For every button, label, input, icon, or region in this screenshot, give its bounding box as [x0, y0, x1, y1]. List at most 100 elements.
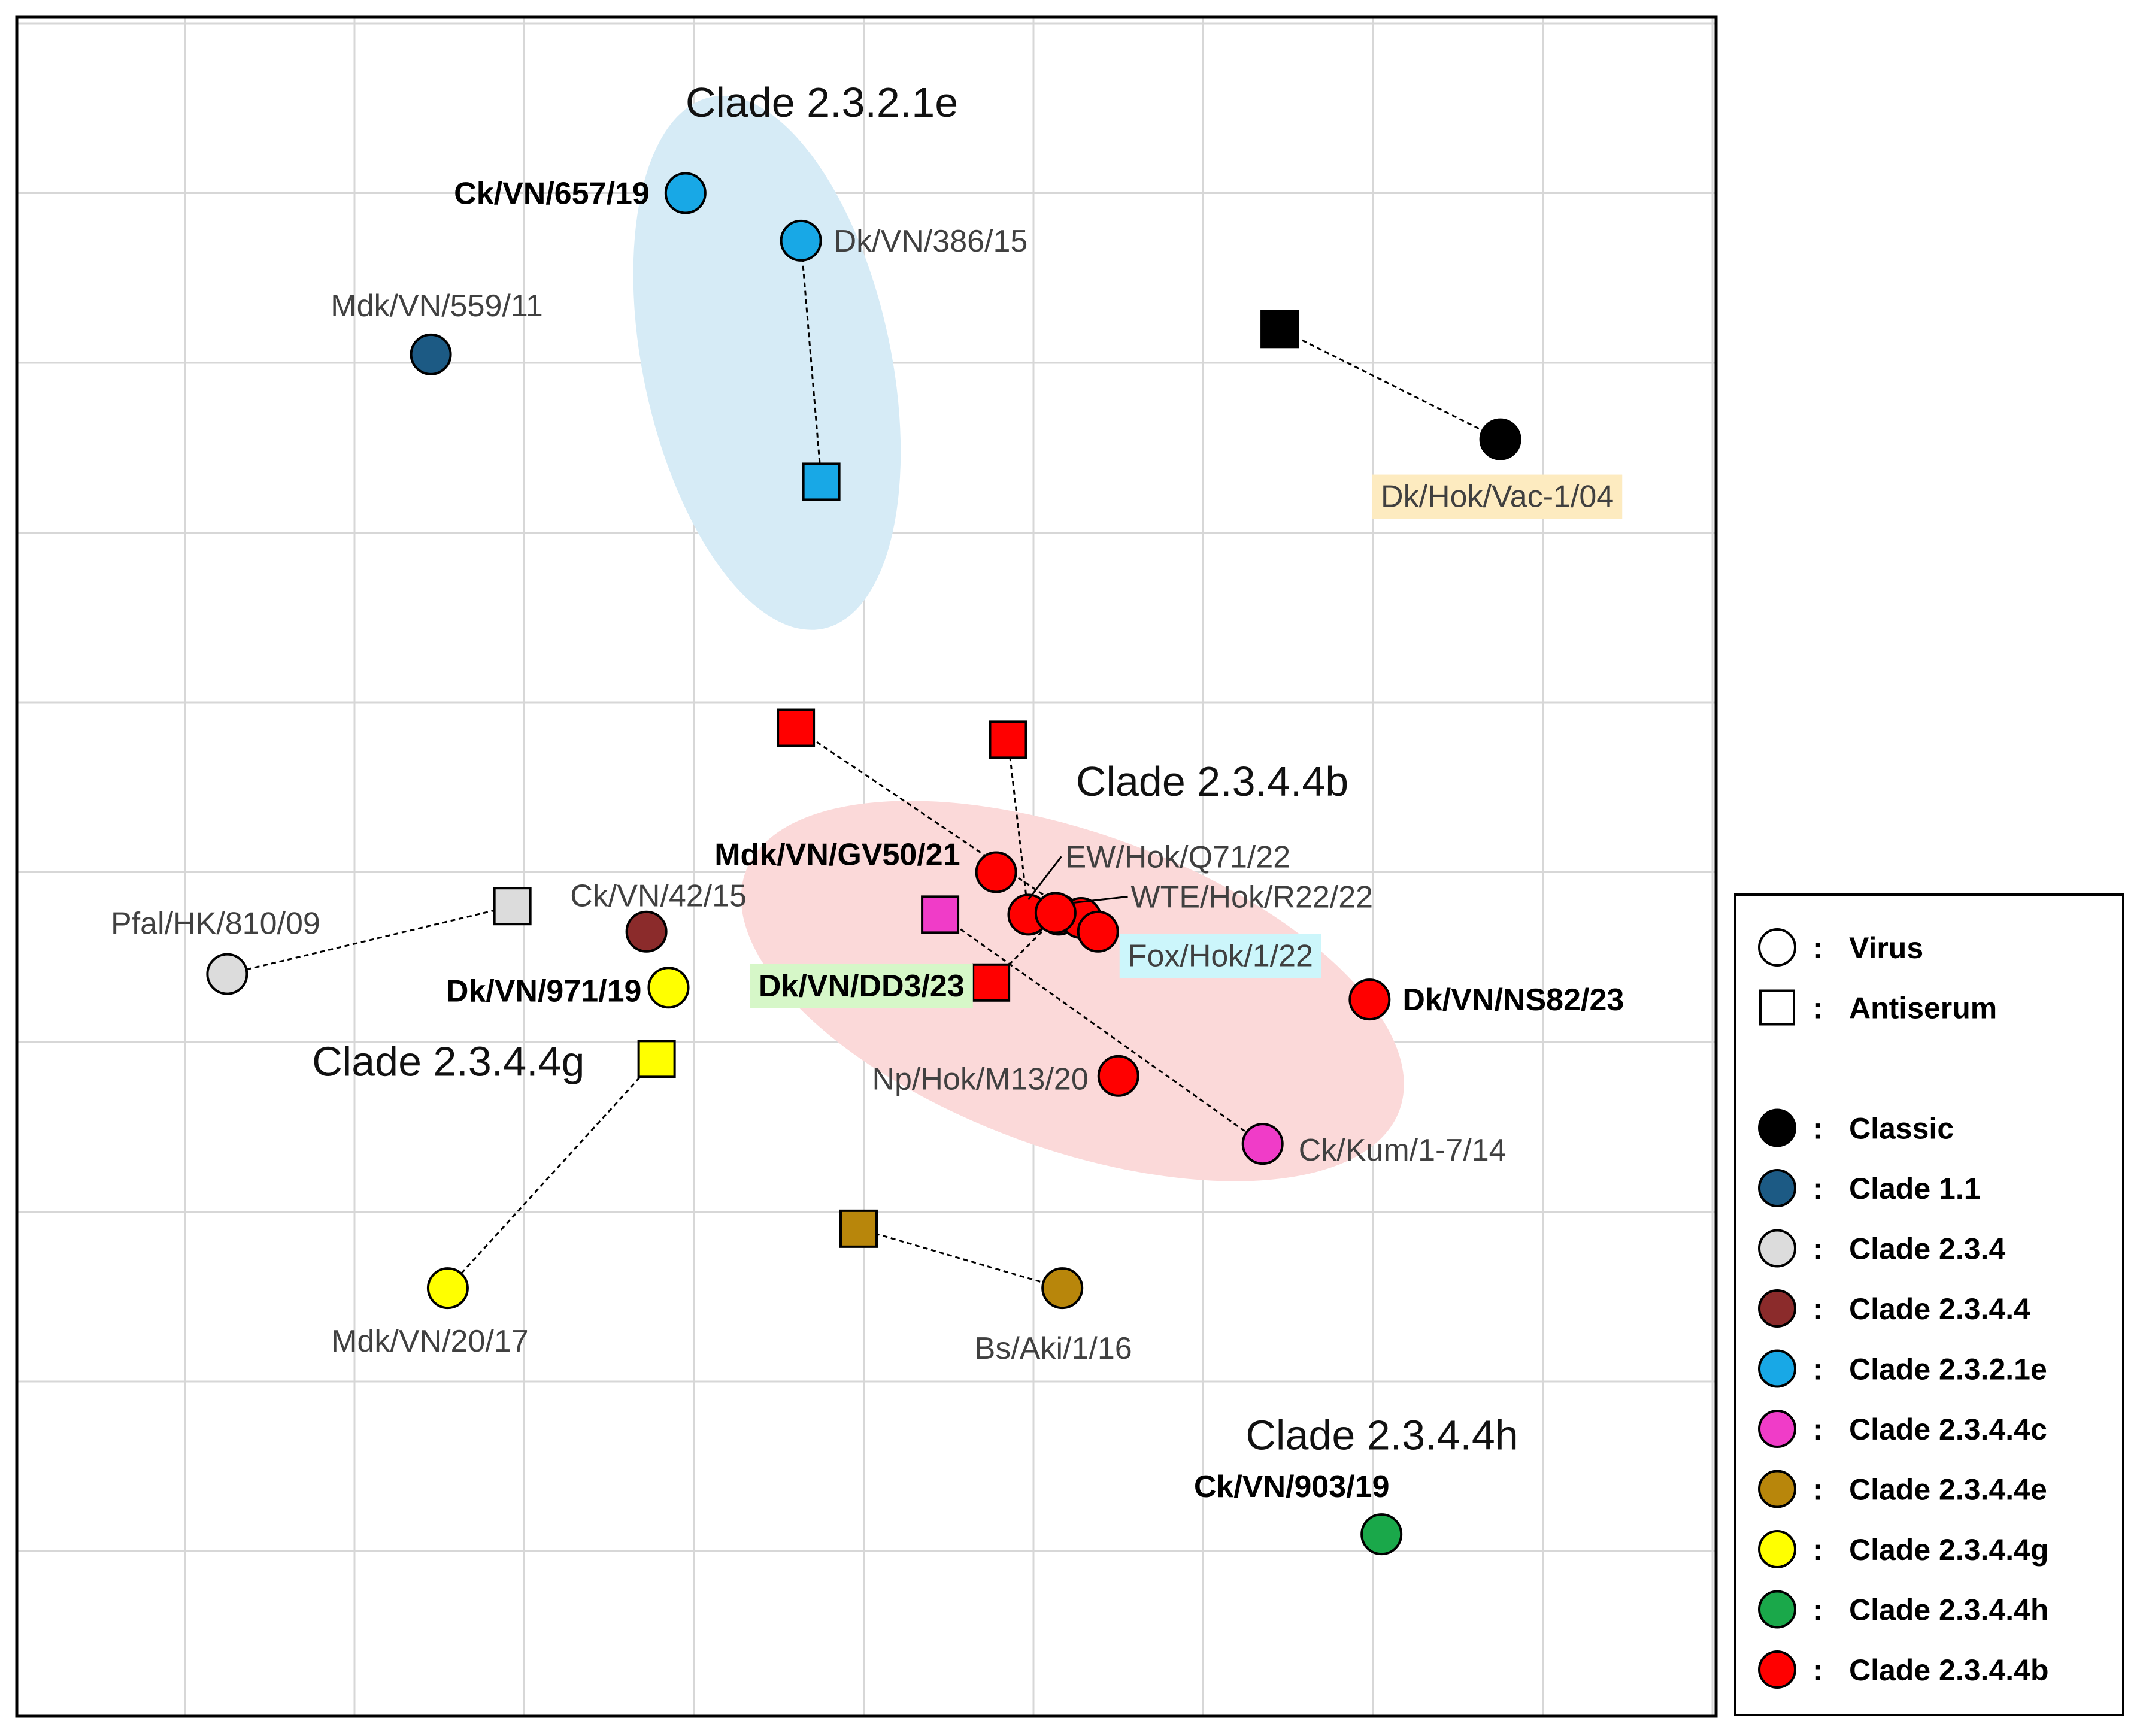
virus-point[interactable] [975, 851, 1017, 893]
point-label: Ck/Kum/1-7/14 [1299, 1133, 1507, 1168]
antiserum-link [1007, 740, 1029, 915]
legend-clade-symbol [1758, 1349, 1796, 1388]
virus-point[interactable] [1348, 978, 1391, 1021]
legend-antiserum-symbol [1759, 989, 1795, 1026]
clade-title: Clade 2.3.4.4h [1245, 1411, 1518, 1458]
legend-separator: : [1813, 1353, 1823, 1386]
point-label: Dk/Hok/Vac-1/04 [1381, 480, 1614, 514]
antiserum-point[interactable] [839, 1209, 878, 1248]
antiserum-point[interactable] [802, 462, 841, 501]
legend-clade-symbol [1758, 1169, 1796, 1207]
point-label: Np/Hok/M13/20 [872, 1062, 1088, 1097]
virus-point[interactable] [206, 953, 248, 995]
legend-clade-symbol [1758, 1229, 1796, 1268]
legend-separator: : [1813, 1653, 1823, 1687]
virus-point[interactable] [1479, 418, 1521, 460]
label-highlight [1372, 474, 1623, 519]
point-label: EW/Hok/Q71/22 [1065, 840, 1290, 874]
point-labels: Ck/VN/657/19 Dk/VN/386/15 Mdk/VN/559/11 Dk/… [111, 177, 1624, 1505]
legend-clade-symbol [1758, 1590, 1796, 1629]
legend-separator: : [1813, 1292, 1823, 1326]
plot-frame [15, 15, 1718, 1718]
legend-label: Clade 2.3.4.4c [1849, 1413, 2047, 1446]
clade-title: Clade 2.3.2.1e [686, 79, 958, 126]
point-label: Ck/VN/657/19 [454, 177, 650, 211]
point-label: Dk/VN/DD3/23 [759, 969, 965, 1004]
antiserum-link [1279, 328, 1501, 440]
point-label: Mdk/VN/20/17 [331, 1324, 529, 1359]
point-label: Dk/VN/386/15 [834, 224, 1028, 259]
antiserum-point[interactable] [989, 720, 1027, 759]
antiserum-link [447, 1058, 657, 1289]
legend-clade-symbol [1758, 1289, 1796, 1328]
point-label: WTE/Hok/R22/22 [1131, 880, 1374, 914]
legend-clade-symbol [1758, 1530, 1796, 1568]
legend-label: Virus [1849, 931, 1923, 965]
legend-clade-symbol [1758, 1650, 1796, 1689]
point-label: Ck/VN/42/15 [570, 879, 747, 914]
clade-titles: Clade 2.3.2.1e Clade 2.3.4.4b Clade 2.3.4.… [312, 79, 1518, 1458]
antiserum-link [800, 240, 823, 482]
virus-point[interactable] [1097, 1055, 1139, 1097]
point-label: Mdk/VN/559/11 [331, 289, 543, 323]
legend-label: Clade 2.3.4.4e [1849, 1473, 2047, 1507]
legend-separator: : [1813, 992, 1823, 1025]
virus-point[interactable] [426, 1267, 469, 1310]
legend-clade-symbol [1758, 1470, 1796, 1508]
virus-point[interactable] [664, 172, 707, 214]
antiserum-point[interactable] [972, 963, 1011, 1002]
antiserum-point[interactable] [1260, 310, 1299, 349]
virus-point[interactable] [647, 967, 690, 1009]
point-label: Mdk/VN/GV50/21 [714, 838, 960, 872]
point-label: Dk/VN/971/19 [446, 974, 642, 1008]
leader-line [1027, 856, 1062, 901]
label-highlight [1119, 934, 1321, 978]
antiserum-point[interactable] [493, 887, 532, 926]
data-points [206, 172, 1521, 1556]
antiserum-link [858, 1228, 1063, 1289]
antiserum-link [939, 914, 1263, 1145]
legend-separator: : [1813, 931, 1823, 965]
antiserum-point[interactable] [921, 895, 960, 934]
virus-point[interactable] [410, 333, 452, 375]
legend-label: Clade 2.3.4 [1849, 1232, 2005, 1266]
clade-title: Clade 2.3.4.4g [312, 1038, 584, 1085]
virus-point[interactable] [1241, 1123, 1284, 1165]
legend-box [1734, 893, 2124, 1716]
legend-separator: : [1813, 1473, 1823, 1507]
leader-line [1074, 895, 1128, 904]
virus-point[interactable] [1360, 1513, 1403, 1556]
cluster-ellipse [633, 96, 901, 630]
point-label: Bs/Aki/1/16 [975, 1331, 1132, 1366]
virus-point[interactable] [625, 910, 668, 953]
virus-point[interactable] [1041, 1267, 1084, 1310]
label-highlight [750, 964, 973, 1008]
legend-clade-symbol [1758, 1410, 1796, 1448]
antiserum-point[interactable] [637, 1040, 676, 1078]
legend-separator: : [1813, 1593, 1823, 1627]
antiserum-point[interactable] [777, 708, 816, 747]
virus-point[interactable] [1077, 910, 1119, 953]
legend-virus-symbol [1758, 928, 1796, 967]
point-label: Dk/VN/NS82/23 [1402, 983, 1624, 1017]
leader-lines [1027, 856, 1128, 904]
legend-separator: : [1813, 1172, 1823, 1205]
legend-label: Clade 1.1 [1849, 1172, 1981, 1205]
virus-point[interactable] [1034, 892, 1077, 934]
legend-label: Clade 2.3.4.4b [1849, 1653, 2049, 1687]
cluster-ellipse [741, 801, 1404, 1181]
legend-label: Antiserum [1849, 992, 1997, 1025]
legend-separator: : [1813, 1533, 1823, 1567]
virus-point[interactable] [780, 219, 822, 262]
clade-title: Clade 2.3.4.4b [1076, 758, 1348, 805]
legend-label: Clade 2.3.2.1e [1849, 1353, 2047, 1386]
legend-separator: : [1813, 1112, 1823, 1146]
point-label: Ck/VN/903/19 [1194, 1470, 1390, 1504]
legend: : Virus: Antiserum: Classic: Clade 1.1: Clade… [1734, 893, 2124, 1716]
legend-label: Classic [1849, 1112, 1954, 1146]
legend-separator: : [1813, 1232, 1823, 1266]
antiserum-link [227, 905, 513, 975]
point-label: Fox/Hok/1/22 [1128, 939, 1313, 974]
legend-label: Clade 2.3.4.4g [1849, 1533, 2049, 1567]
